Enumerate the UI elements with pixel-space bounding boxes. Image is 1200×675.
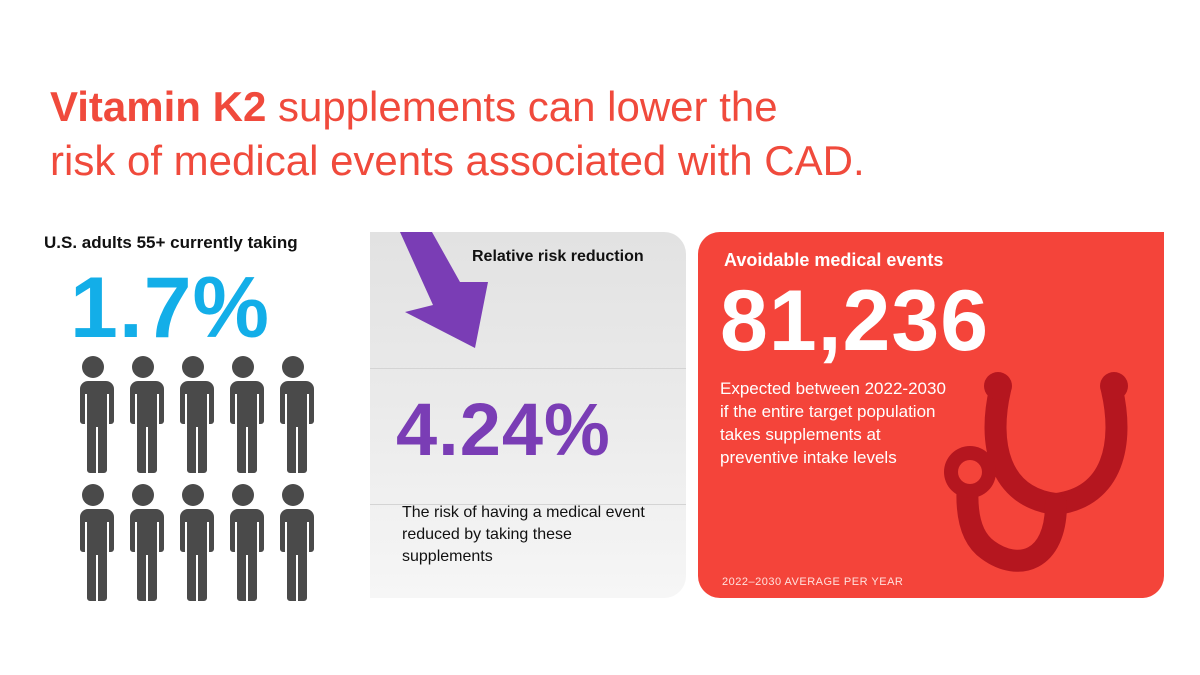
risk-reduction-value: 4.24% xyxy=(396,388,611,471)
person-icon xyxy=(80,484,114,601)
person-icon xyxy=(280,484,314,601)
stethoscope-icon xyxy=(944,372,1128,572)
person-icon xyxy=(230,484,264,601)
headline-emphasis: Vitamin K2 xyxy=(50,83,267,130)
adults-value: 1.7% xyxy=(70,260,271,356)
avoidable-events-value: 81,236 xyxy=(720,273,990,369)
person-icon xyxy=(80,356,114,473)
person-icon xyxy=(130,356,164,473)
headline: Vitamin K2 supplements can lower the ris… xyxy=(50,80,1150,188)
avoidable-events-footnote: 2022–2030 AVERAGE PER YEAR xyxy=(722,576,904,588)
person-icon xyxy=(180,484,214,601)
avoidable-events-label: Avoidable medical events xyxy=(724,250,944,270)
arrow-down-right-icon xyxy=(400,232,488,348)
headline-rest: supplements can lower the xyxy=(266,83,778,130)
headline-line2: risk of medical events associated with C… xyxy=(50,137,865,184)
risk-reduction-card: Relative risk reduction 4.24% The risk o… xyxy=(370,232,686,598)
person-icon xyxy=(230,356,264,473)
adults-label: U.S. adults 55+ currently taking xyxy=(44,233,298,252)
card-divider xyxy=(370,368,686,369)
avoidable-events-card: Avoidable medical events 81,236 Expected… xyxy=(698,232,1164,598)
person-icon xyxy=(130,484,164,601)
risk-reduction-description: The risk of having a medical event reduc… xyxy=(402,504,645,565)
people-pictogram xyxy=(70,355,322,601)
risk-reduction-label: Relative risk reduction xyxy=(472,248,644,265)
avoidable-events-description: Expected between 2022-2030 if the entire… xyxy=(720,379,946,467)
card-divider xyxy=(370,504,686,505)
person-icon xyxy=(280,356,314,473)
person-icon xyxy=(180,356,214,473)
